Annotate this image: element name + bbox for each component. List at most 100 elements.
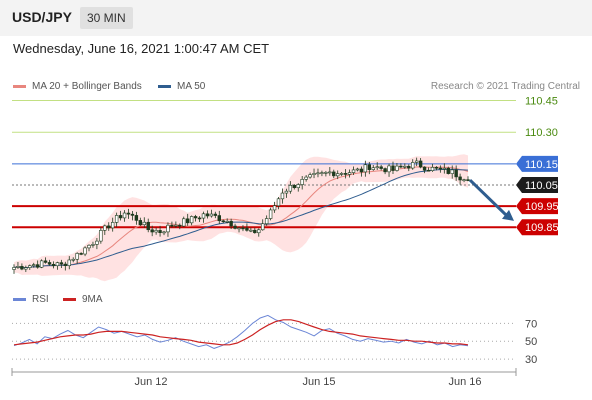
candle-body bbox=[359, 168, 364, 173]
x-tick-label: Jun 12 bbox=[134, 376, 168, 388]
candle-body bbox=[383, 168, 387, 173]
candle-body bbox=[296, 184, 300, 189]
candle-body bbox=[426, 169, 431, 172]
candle-body bbox=[407, 165, 411, 169]
candle-body bbox=[403, 165, 407, 168]
candle-body bbox=[43, 260, 48, 263]
x-tick-label: Jun 15 bbox=[302, 376, 336, 388]
candle-body bbox=[367, 164, 372, 170]
candle-body bbox=[158, 230, 162, 233]
pivot-price-tag bbox=[516, 155, 558, 172]
candle-body bbox=[245, 227, 249, 231]
legend-ma50-label: MA 50 bbox=[177, 81, 206, 92]
candle-body bbox=[233, 225, 237, 229]
candle-body bbox=[300, 179, 304, 185]
candle-body bbox=[221, 220, 225, 223]
candle-body bbox=[454, 169, 458, 178]
candle-body bbox=[99, 230, 103, 242]
candle-body bbox=[114, 215, 119, 223]
candle-body bbox=[379, 166, 383, 169]
candle-body bbox=[328, 171, 332, 174]
candle-body bbox=[308, 174, 312, 178]
candle-body bbox=[351, 169, 356, 173]
support-price-tag bbox=[516, 219, 558, 236]
ma9-swatch-icon bbox=[63, 297, 76, 301]
candle-body bbox=[280, 192, 285, 200]
candle-body bbox=[126, 212, 131, 215]
candle-body bbox=[55, 262, 60, 267]
candle-body bbox=[320, 172, 324, 174]
candle-body bbox=[205, 213, 210, 217]
legend-rsi-label: RSI bbox=[32, 294, 49, 305]
candle-body bbox=[272, 205, 277, 211]
candle-body bbox=[186, 218, 190, 224]
rsi-tick-label: 50 bbox=[525, 336, 537, 348]
pivot-price-label: 110.15 bbox=[525, 159, 558, 171]
candle-body bbox=[51, 263, 56, 267]
forecast-arrow-icon bbox=[468, 179, 510, 218]
forecast-arrowhead-icon bbox=[502, 209, 514, 221]
candle-body bbox=[75, 253, 79, 260]
timeframe-button[interactable]: 30 MIN bbox=[80, 7, 133, 29]
legend-ma50: MA 50 bbox=[158, 81, 205, 92]
candle-body bbox=[178, 224, 182, 227]
candle-body bbox=[193, 216, 198, 219]
level-price-label: 110.30 bbox=[525, 127, 558, 139]
candle-body bbox=[249, 229, 253, 232]
candle-body bbox=[371, 167, 375, 170]
candle-body bbox=[316, 172, 320, 175]
candle-body bbox=[411, 162, 415, 169]
candle-body bbox=[276, 198, 281, 207]
candle-body bbox=[462, 179, 466, 181]
candle-body bbox=[375, 166, 379, 169]
candle-body bbox=[225, 220, 229, 223]
candle-body bbox=[189, 216, 194, 224]
candle-body bbox=[134, 215, 139, 221]
candle-body bbox=[59, 262, 64, 265]
candle-body bbox=[430, 166, 435, 171]
candle-body bbox=[95, 240, 99, 245]
candle-body bbox=[16, 266, 20, 268]
level-price-label: 110.15 bbox=[516, 155, 558, 172]
support-price-label: 109.95 bbox=[525, 201, 559, 213]
candle-body bbox=[130, 213, 135, 216]
candle-body bbox=[103, 225, 107, 231]
candle-body bbox=[241, 227, 245, 230]
rsi-ma-line bbox=[13, 319, 469, 346]
top-bar: USD/JPY 30 MIN bbox=[0, 0, 592, 36]
candle-body bbox=[35, 264, 40, 268]
level-price-label: 109.85 bbox=[516, 219, 559, 236]
candle-body bbox=[67, 259, 71, 267]
candle-body bbox=[450, 169, 454, 174]
candle-body bbox=[434, 166, 439, 169]
ma50-line bbox=[13, 168, 469, 269]
legend-9ma-label: 9MA bbox=[82, 294, 103, 305]
candle-body bbox=[170, 224, 174, 227]
candle-body bbox=[91, 244, 95, 246]
support-price-tag bbox=[516, 198, 558, 215]
support-price-label: 109.85 bbox=[525, 222, 559, 234]
credit-text: Research © 2021 Trading Central bbox=[430, 81, 580, 92]
candle-body bbox=[466, 179, 470, 181]
last-price-label: 110.05 bbox=[525, 180, 558, 192]
candle-body bbox=[395, 165, 399, 171]
candle-body bbox=[24, 267, 28, 270]
candle-body bbox=[217, 215, 221, 222]
candle-body bbox=[71, 258, 75, 261]
candle-body bbox=[261, 223, 265, 231]
candle-body bbox=[229, 220, 233, 227]
level-price-label: 109.95 bbox=[516, 198, 559, 215]
candle-body bbox=[28, 265, 32, 268]
candle-body bbox=[138, 220, 143, 226]
candle-body bbox=[79, 253, 83, 255]
candle-body bbox=[399, 165, 403, 168]
legend-ma20-label: MA 20 + Bollinger Bands bbox=[32, 81, 142, 92]
candle-body bbox=[363, 164, 368, 173]
candle-body bbox=[201, 213, 206, 219]
candle-body bbox=[39, 260, 44, 268]
resistance-price-label: 110.30 bbox=[525, 127, 558, 139]
x-tick-label: Jun 16 bbox=[448, 376, 482, 388]
candle-body bbox=[118, 215, 123, 219]
candle-body bbox=[197, 217, 202, 220]
legend-rsi: RSI bbox=[13, 294, 49, 305]
